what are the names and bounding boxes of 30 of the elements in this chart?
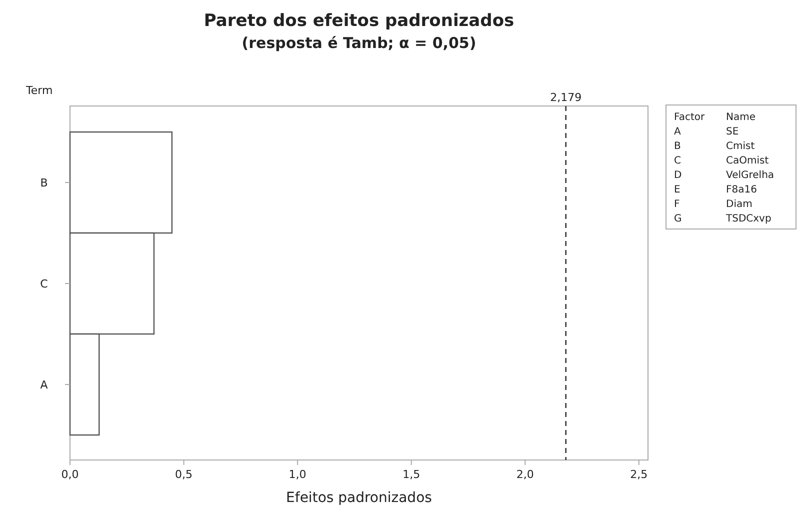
text: A	[674, 126, 681, 138]
y-tick-label: C	[40, 278, 48, 290]
x-tick-label: 0,5	[175, 468, 193, 481]
text: VelGrelha	[726, 170, 774, 181]
text: B	[674, 141, 681, 152]
text: SE	[726, 126, 739, 138]
text: G	[674, 214, 682, 224]
text: D	[674, 170, 682, 181]
x-tick-label: 1,0	[288, 468, 306, 481]
text: C	[674, 156, 681, 166]
x-tick-label: 2,0	[516, 468, 534, 481]
chart-subtitle: (resposta é Tamb; α = 0,05)	[242, 34, 476, 52]
x-tick-label: 0,0	[61, 468, 79, 481]
x-axis-title: Efeitos padronizados	[286, 490, 432, 506]
chart-title: Pareto dos efeitos padronizados	[204, 11, 514, 31]
text: E	[674, 184, 680, 196]
text: Diam	[726, 199, 752, 210]
text: Factor	[674, 112, 706, 123]
text: CaOmist	[726, 156, 769, 166]
text: F8a16	[726, 184, 757, 196]
text: TSDCxvp	[725, 214, 772, 224]
y-tick-label: B	[40, 176, 48, 190]
text: F	[674, 199, 680, 210]
text: Cmist	[726, 141, 755, 152]
x-tick-label: 1,5	[402, 468, 420, 481]
text: Name	[726, 112, 756, 123]
x-tick-label: 2,5	[630, 468, 648, 481]
y-tick-label: A	[40, 378, 48, 392]
y-axis-title: Term	[25, 84, 53, 97]
ref-line-label: 2,179	[550, 91, 582, 104]
